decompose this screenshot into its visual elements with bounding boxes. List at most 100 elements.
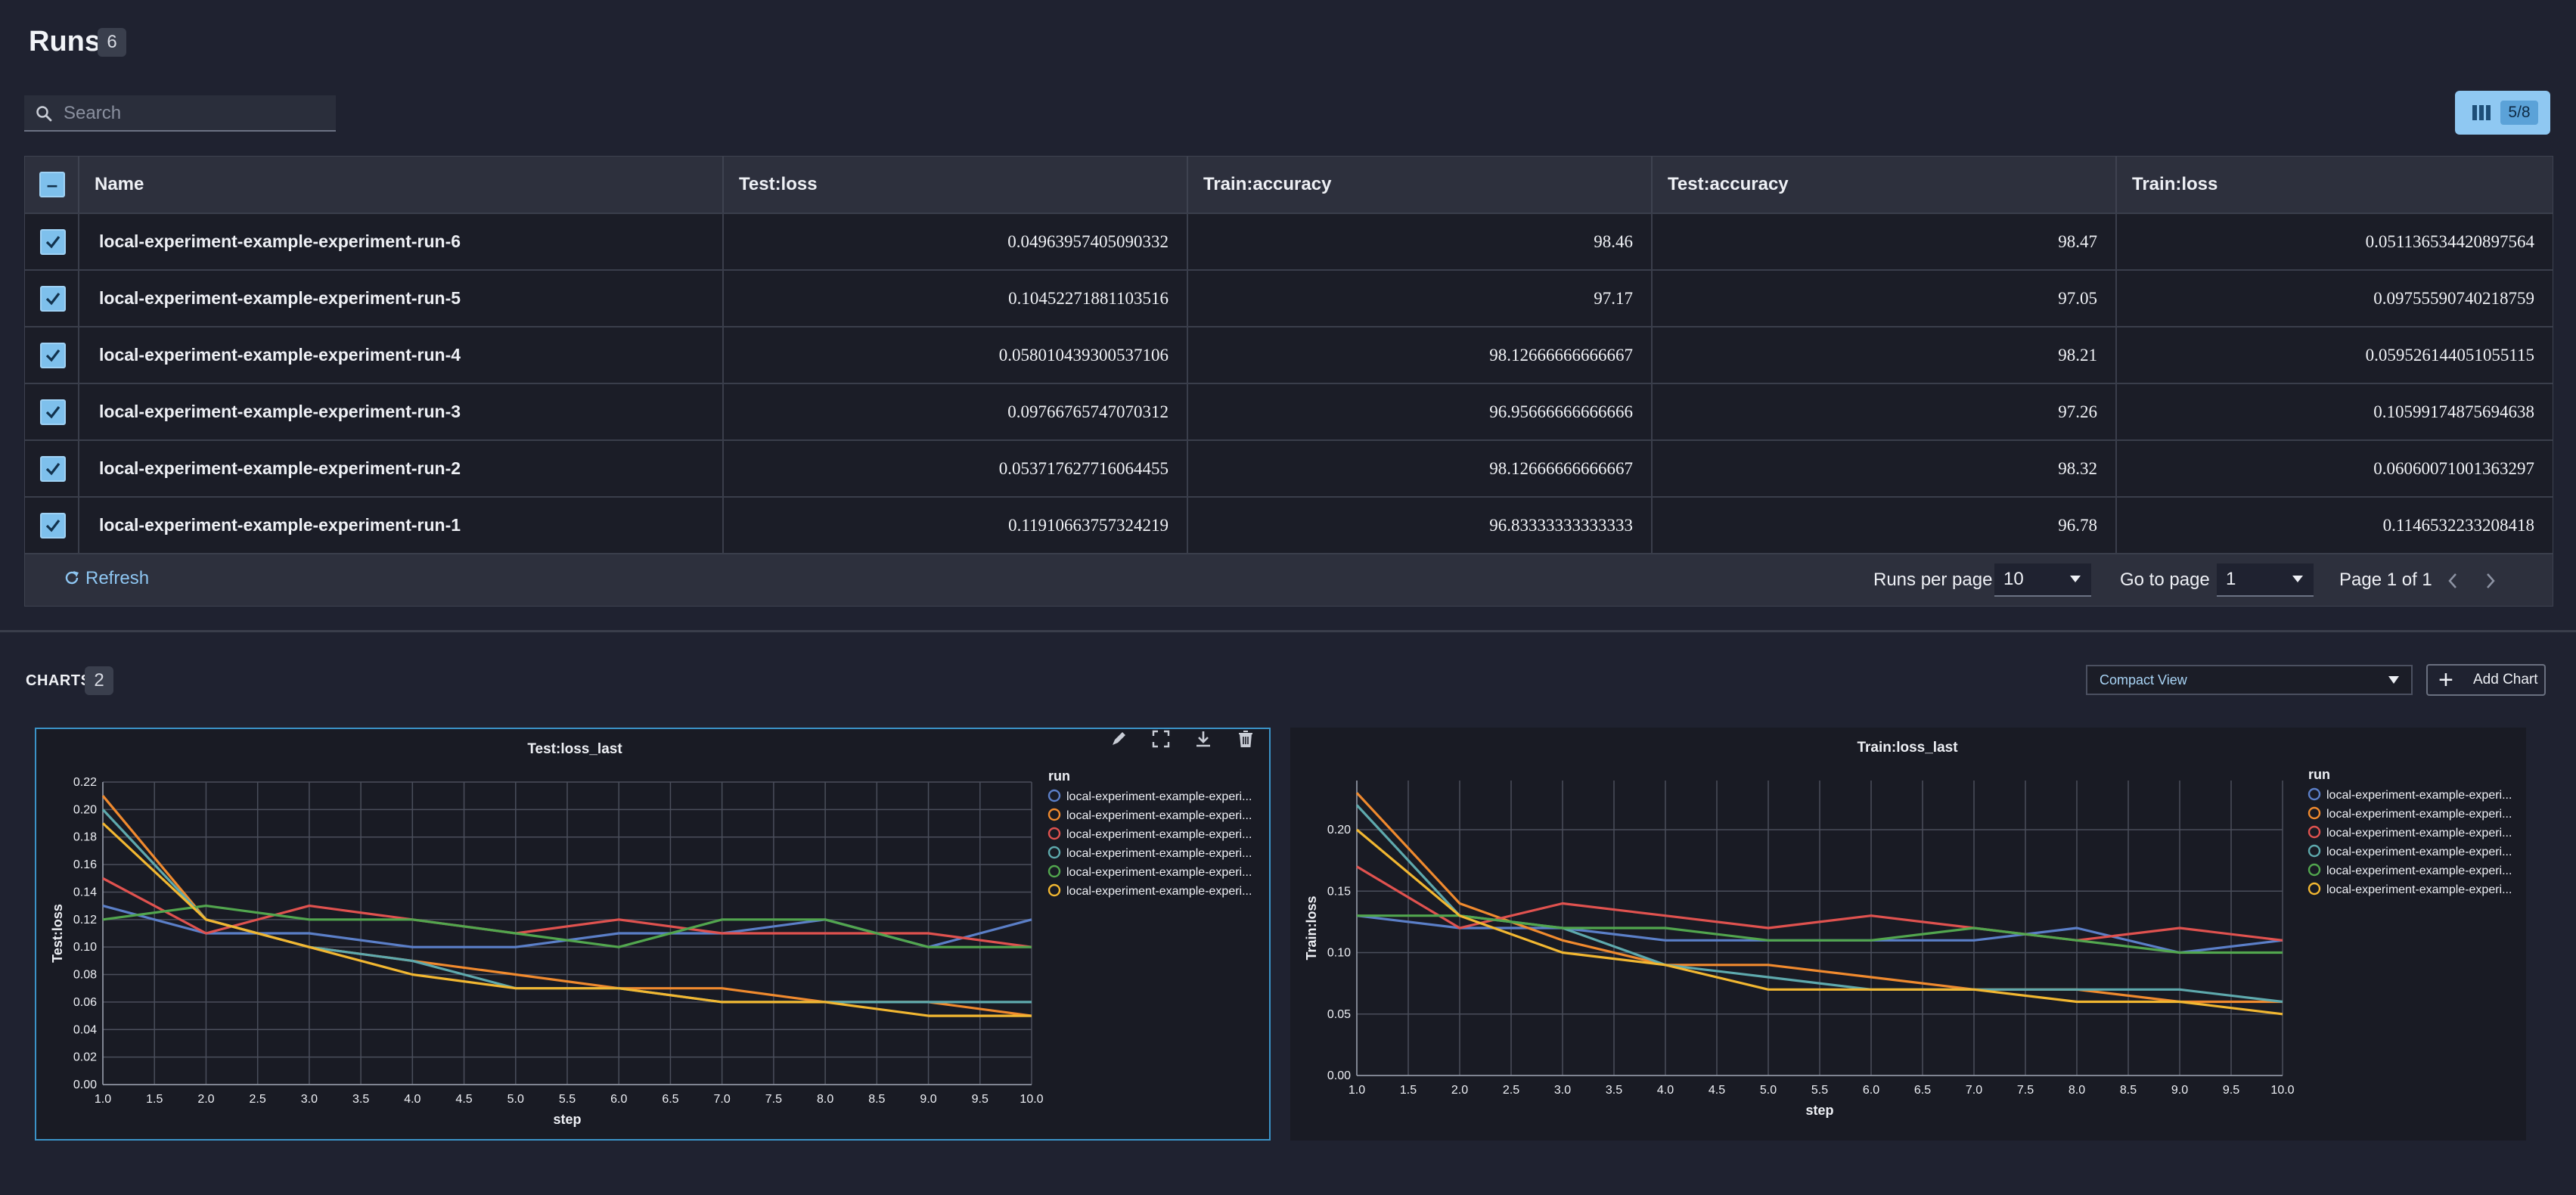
previous-page-icon[interactable]: [2447, 573, 2459, 589]
cell-test-accuracy: 98.21: [1653, 327, 2117, 383]
legend-entry: local-experiment-example-experi...: [2326, 827, 2512, 840]
columns-button[interactable]: 5/8: [2455, 91, 2550, 135]
legend-title: run: [1048, 768, 1070, 784]
legend-entry: local-experiment-example-experi...: [1066, 866, 1252, 879]
next-page-icon[interactable]: [2484, 573, 2497, 589]
y-tick-label: 0.10: [1327, 947, 1351, 960]
x-tick-label: 7.0: [1966, 1084, 1982, 1097]
search-input[interactable]: [62, 100, 330, 127]
series-line: [1357, 914, 2283, 954]
y-tick-label: 0.20: [1327, 824, 1351, 836]
select-all-checkbox[interactable]: –: [39, 172, 65, 197]
x-tick-label: 6.5: [1914, 1084, 1931, 1097]
row-select-cell: [25, 327, 79, 383]
add-chart-button[interactable]: + Add Chart: [2426, 664, 2546, 696]
row-select-cell: [25, 498, 79, 553]
checkmark-icon: [45, 406, 61, 419]
series-line: [1356, 865, 2283, 942]
y-tick-label: 0.14: [73, 886, 97, 899]
y-tick-label: 0.05: [1327, 1008, 1351, 1021]
legend-entry: local-experiment-example-experi...: [2326, 883, 2512, 896]
x-tick-label: 7.5: [2017, 1084, 2034, 1097]
legend-entry: local-experiment-example-experi...: [1066, 828, 1252, 841]
series-line: [102, 905, 1032, 948]
refresh-icon: [65, 571, 79, 585]
checkmark-icon: [45, 293, 61, 306]
cell-run-name: local-experiment-example-experiment-run-…: [79, 441, 724, 496]
table-row[interactable]: local-experiment-example-experiment-run-…: [25, 439, 2553, 496]
legend-marker: [1047, 789, 1061, 802]
column-header-name[interactable]: Name: [79, 157, 724, 213]
column-header-train-loss[interactable]: Train:loss: [2117, 157, 2553, 213]
edit-icon[interactable]: [1109, 729, 1128, 749]
columns-count-badge: 5/8: [2500, 101, 2538, 125]
y-tick-label: 0.02: [73, 1051, 97, 1064]
cell-test-loss: 0.053717627716064455: [724, 441, 1188, 496]
row-checkbox[interactable]: [40, 229, 66, 255]
table-row[interactable]: local-experiment-example-experiment-run-…: [25, 269, 2553, 326]
runs-per-page-select[interactable]: 10: [1994, 563, 2091, 597]
row-checkbox[interactable]: [40, 513, 66, 539]
charts-count-badge: 2: [85, 666, 113, 695]
columns-icon: [2472, 104, 2491, 126]
search-box[interactable]: [24, 95, 336, 132]
chart-title: Train:loss_last: [1857, 740, 1958, 756]
y-tick-label: 0.20: [73, 803, 97, 816]
chart-panel-train-loss[interactable]: Train:loss_last 1.0 1.5 2.0 2.5 3.0 3.5 4.0 4.5 5…: [1290, 728, 2526, 1141]
x-tick-label: 3.0: [1554, 1084, 1571, 1097]
cell-train-accuracy: 98.12666666666667: [1188, 327, 1653, 383]
table-footer: Refresh Runs per page 10 Go to page 1 Pa…: [25, 553, 2553, 606]
column-header-test-loss[interactable]: Test:loss: [724, 157, 1188, 213]
y-tick-label: 0.04: [73, 1023, 97, 1036]
x-tick-label: 5.0: [1760, 1084, 1777, 1097]
row-select-cell: [25, 271, 79, 326]
cell-test-accuracy: 98.47: [1653, 214, 2117, 269]
table-row[interactable]: local-experiment-example-experiment-run-…: [25, 496, 2553, 553]
row-checkbox[interactable]: [40, 286, 66, 312]
y-tick-label: 0.16: [73, 858, 97, 871]
table-row[interactable]: local-experiment-example-experiment-run-…: [25, 213, 2553, 269]
charts-section-label: CHARTS: [26, 672, 92, 689]
go-to-page-select[interactable]: 1: [2217, 563, 2314, 597]
cell-run-name: local-experiment-example-experiment-run-…: [79, 327, 724, 383]
table-row[interactable]: local-experiment-example-experiment-run-…: [25, 326, 2553, 383]
column-header-test-accuracy[interactable]: Test:accuracy: [1653, 157, 2117, 213]
x-tick-label: 1.0: [1349, 1084, 1365, 1097]
row-checkbox[interactable]: [40, 343, 66, 368]
cell-test-accuracy: 98.32: [1653, 441, 2117, 496]
cell-train-accuracy: 96.95666666666666: [1188, 384, 1653, 439]
go-to-page-value: 1: [2226, 569, 2236, 589]
download-icon[interactable]: [1193, 729, 1213, 749]
x-tick-label: 4.5: [455, 1093, 472, 1106]
cell-test-loss: 0.04963957405090332: [724, 214, 1188, 269]
x-tick-label: 8.5: [868, 1093, 885, 1106]
column-header-train-accuracy[interactable]: Train:accuracy: [1188, 157, 1653, 213]
x-tick-label: 3.0: [301, 1093, 318, 1106]
x-tick-label: 1.0: [95, 1093, 111, 1106]
runs-per-page-label: Runs per page: [1873, 570, 1993, 590]
x-tick-label: 2.5: [250, 1093, 266, 1106]
legend-marker: [1047, 808, 1061, 821]
header-select-cell: –: [25, 157, 79, 213]
delete-icon[interactable]: [1236, 729, 1255, 749]
view-mode-select[interactable]: Compact View: [2086, 665, 2413, 695]
refresh-button[interactable]: Refresh: [63, 568, 149, 589]
row-checkbox[interactable]: [40, 399, 66, 425]
x-tick-label: 8.5: [2120, 1084, 2137, 1097]
section-divider: [0, 630, 2576, 632]
search-icon: [35, 104, 53, 126]
expand-icon[interactable]: [1151, 729, 1171, 749]
x-tick-label: 5.5: [559, 1093, 576, 1106]
x-tick-label: 4.5: [1709, 1084, 1725, 1097]
x-axis-label: step: [553, 1112, 581, 1127]
chart-panel-test-loss[interactable]: Test:loss_last 1.0 1.5 2.0 2.5 3.0 3.5 4.0 4.5 5.…: [35, 728, 1271, 1141]
cell-train-accuracy: 96.83333333333333: [1188, 498, 1653, 553]
table-row[interactable]: local-experiment-example-experiment-run-…: [25, 383, 2553, 439]
y-axis-label: Test:loss: [50, 904, 65, 963]
row-checkbox[interactable]: [40, 456, 66, 482]
cell-train-loss: 0.06060071001363297: [2373, 459, 2534, 478]
chevron-down-icon: [2070, 576, 2081, 582]
cell-run-name: local-experiment-example-experiment-run-…: [79, 384, 724, 439]
x-tick-label: 4.0: [1657, 1084, 1674, 1097]
cell-test-loss: 0.058010439300537106: [724, 327, 1188, 383]
